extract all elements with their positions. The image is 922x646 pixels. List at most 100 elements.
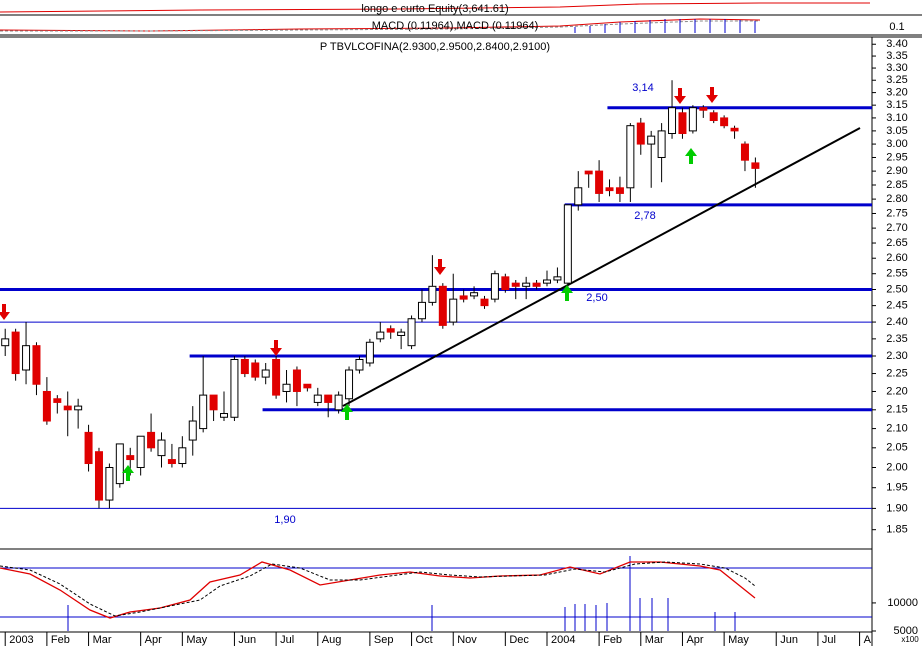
candle-body	[11, 331, 20, 375]
x-tick-label: Apr	[145, 634, 162, 646]
candle-body	[709, 112, 718, 121]
candle-body	[178, 447, 187, 465]
candle-body	[522, 282, 531, 287]
candle-body	[292, 369, 301, 392]
candle-body	[355, 358, 364, 371]
y-tick-label: 3.35	[886, 50, 907, 62]
y-tick-label: 2.55	[886, 268, 907, 280]
candle-body	[32, 345, 41, 385]
y-tick-label: 2.35	[886, 333, 907, 345]
candle-body	[553, 276, 562, 281]
candle-body	[417, 301, 426, 320]
y-tick-label: 3.10	[886, 112, 907, 124]
candle-body	[386, 328, 395, 333]
candle-body	[126, 455, 135, 461]
candle-body	[261, 369, 270, 378]
x-tick-label: A	[864, 634, 872, 646]
candle-body	[303, 383, 312, 389]
candle-body	[449, 298, 458, 323]
candle-body	[94, 451, 103, 501]
candle-body	[365, 341, 374, 364]
y-tick-label: 2.30	[886, 350, 907, 362]
candle-body	[751, 162, 760, 169]
level-label: 1,90	[274, 514, 295, 526]
candle-body	[657, 130, 666, 158]
x-tick-label: Sep	[374, 634, 394, 646]
candle-body	[501, 276, 510, 291]
y-tick-label: 2.60	[886, 252, 907, 264]
candle-body	[574, 187, 583, 206]
candle-body	[636, 122, 645, 145]
candle-body	[470, 292, 479, 297]
x-tick-label: Oct	[416, 634, 433, 646]
chart-title: P TBVLCOFINA(2.9300,2.9500,2.8400,2.9100…	[320, 41, 550, 53]
y-tick-label: 10000	[887, 597, 918, 609]
x-tick-label: 2003	[9, 634, 33, 646]
y-tick-label: 2.70	[886, 222, 907, 234]
candle-body	[282, 383, 291, 392]
candle-body	[74, 405, 83, 411]
candle-body	[63, 405, 72, 411]
candle-body	[1, 338, 10, 347]
y-tick-label: 2.85	[886, 179, 907, 191]
y-tick-label: 2.50	[886, 283, 907, 295]
candle-body	[345, 369, 354, 400]
candle-body	[209, 394, 218, 411]
candle-body	[668, 107, 677, 135]
x-tick-label: Feb	[51, 634, 70, 646]
y-tick-label: 3.00	[886, 138, 907, 150]
x-tick-label: May	[728, 634, 749, 646]
y-tick-label: 3.05	[886, 125, 907, 137]
candle-body	[407, 318, 416, 347]
y-tick-label: 5000	[894, 625, 918, 637]
candle-body	[428, 285, 437, 303]
y-tick-label: 3.40	[886, 38, 907, 50]
x-axis-ticks: 2003 Feb Mar Apr May Jun Jul Aug Sep Oct Nov Dec 200…	[4, 632, 872, 646]
candle-body	[84, 431, 93, 465]
y-tick-label: 2.40	[886, 316, 907, 328]
candle-body	[720, 117, 729, 127]
unit-label: x100	[901, 635, 919, 644]
candle-body	[147, 431, 156, 449]
x-tick-label: Jun	[780, 634, 798, 646]
x-tick-label: Jul	[280, 634, 294, 646]
y-tick-label: 3.30	[886, 62, 907, 74]
x-tick-label: Mar	[645, 634, 664, 646]
candle-body	[584, 170, 593, 175]
candle-body	[324, 394, 333, 403]
y-tick-label: 1.85	[886, 524, 907, 536]
candle-body	[532, 282, 541, 287]
candle-body	[53, 398, 62, 403]
level-label: 3,14	[632, 82, 653, 94]
candle-body	[188, 420, 197, 441]
y-tick-label: 2.80	[886, 193, 907, 205]
candle-body	[595, 170, 604, 194]
candle-body	[313, 394, 322, 403]
candle-body	[376, 331, 385, 340]
y-tick-label: 3.15	[886, 99, 907, 111]
x-tick-label: Jul	[822, 634, 836, 646]
y-tick-label: 2.45	[886, 300, 907, 312]
level-label: 2,78	[634, 210, 655, 222]
x-tick-label: Apr	[686, 634, 703, 646]
x-tick-label: Feb	[603, 634, 622, 646]
candle-body	[157, 439, 166, 457]
level-label: 2,50	[586, 292, 607, 304]
candle-body	[230, 358, 239, 418]
candle-body	[105, 466, 114, 501]
y-tick-label: 2.75	[886, 207, 907, 219]
macd-label: MACD (0.11964),MACD (0.11964)	[372, 20, 539, 32]
candle-body	[688, 107, 697, 132]
candle-body	[42, 390, 51, 422]
candle-body	[490, 273, 499, 300]
candle-body	[740, 143, 749, 161]
candle-body	[605, 187, 614, 192]
equity-label: longo e curto Equity(3,641.61)	[361, 3, 508, 15]
y-tick-label: 2.00	[886, 461, 907, 473]
candle-body	[615, 187, 624, 194]
y-tick-label: 2.65	[886, 237, 907, 249]
y-tick-label: 3.25	[886, 74, 907, 86]
y-tick-label: 2.05	[886, 442, 907, 454]
